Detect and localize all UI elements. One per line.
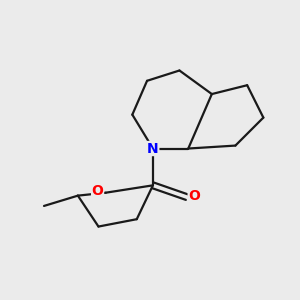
Text: N: N <box>147 142 159 155</box>
Text: O: O <box>188 189 200 202</box>
Text: O: O <box>92 184 103 198</box>
